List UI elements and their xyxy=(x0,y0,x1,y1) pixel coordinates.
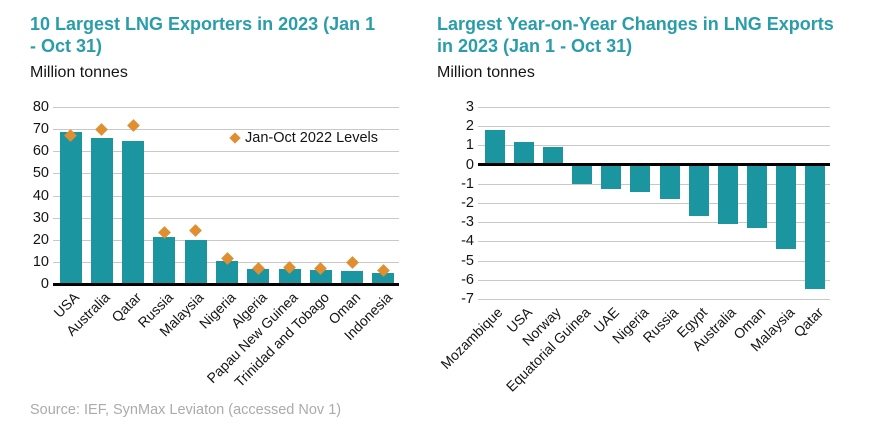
gridline xyxy=(53,129,399,131)
left-plot-area: 0 10 20 30 40 50 60 70 80 USA Australia Qatar Russia… xyxy=(33,99,399,390)
bar-oman xyxy=(747,164,768,228)
gridline xyxy=(478,299,830,300)
x-axis-label-mozambique: Mozambique xyxy=(437,304,506,372)
gridline xyxy=(478,107,830,108)
left-chart-title: 10 Largest LNG Exporters in 2023 (Jan 1 … xyxy=(30,14,376,56)
bar-uae xyxy=(601,164,622,189)
y-tick-label: -4 xyxy=(461,233,474,250)
gridline xyxy=(53,217,399,219)
y-tick-label: 60 xyxy=(32,143,49,160)
bar-qatar xyxy=(805,164,826,290)
y-tick-label: 40 xyxy=(32,187,49,204)
y-tick-label: -7 xyxy=(461,291,474,307)
bar-australia xyxy=(717,164,738,225)
bar-nigeria xyxy=(630,164,651,193)
bar-norway xyxy=(542,147,563,165)
y-tick-label: -1 xyxy=(461,175,474,192)
y-tick-label: 80 xyxy=(32,99,49,115)
right-chart-title: Largest Year-on-Year Changes in LNG Expo… xyxy=(437,14,834,56)
y-tick-label: 0 xyxy=(465,156,474,173)
gridline xyxy=(53,195,399,197)
y-tick-label: 3 xyxy=(465,99,474,115)
x-axis-label-qatar: Qatar xyxy=(790,304,827,341)
y-tick-label: -5 xyxy=(461,252,474,269)
bar-mozambique xyxy=(484,130,505,165)
bar-egypt xyxy=(688,164,709,217)
y-tick-label: 30 xyxy=(32,209,49,226)
bar-malaysia xyxy=(184,239,207,284)
diamond-marker-icon xyxy=(229,132,241,144)
legend: Jan-Oct 2022 Levels xyxy=(229,130,378,146)
gridline xyxy=(53,107,399,108)
y-tick-label: 0 xyxy=(40,276,49,292)
bar-usa xyxy=(513,141,534,165)
bar-oman xyxy=(341,270,364,284)
bar-malaysia xyxy=(776,164,797,250)
gridline xyxy=(478,183,830,185)
bar-equatorial-guinea xyxy=(572,164,593,184)
diamond-marker-oman xyxy=(345,255,359,269)
gridline xyxy=(478,203,830,204)
y-tick-label: -2 xyxy=(461,195,474,211)
y-tick-label: -3 xyxy=(461,214,474,231)
gridline xyxy=(478,126,830,128)
zero-axis-line xyxy=(53,282,399,286)
bar-papau-new-guinea xyxy=(278,268,301,284)
bar-russia xyxy=(659,164,680,200)
zero-axis-line xyxy=(478,163,830,167)
source-note: Source: IEF, SynMax Leviaton (accessed N… xyxy=(30,402,342,418)
gridline xyxy=(478,279,830,281)
bar-indonesia xyxy=(372,272,395,284)
bar-usa xyxy=(59,131,82,284)
y-tick-label: 50 xyxy=(32,165,49,182)
bar-trinidad-and-tobago xyxy=(309,269,332,284)
right-chart-subtitle: Million tonnes xyxy=(437,64,535,81)
diamond-marker-malaysia xyxy=(189,223,203,237)
gridline xyxy=(53,173,399,175)
left-chart-subtitle: Million tonnes xyxy=(30,64,128,81)
bar-australia xyxy=(90,137,113,284)
y-tick-label: 2 xyxy=(465,118,474,135)
gridline xyxy=(478,260,830,262)
right-plot-area: -7 -6 -5 -4 -3 -2 -1 0 1 2 3 Mozambique USA Norway Equ… xyxy=(438,99,830,395)
bar-russia xyxy=(153,236,176,284)
y-tick-label: 20 xyxy=(32,231,49,248)
gridline xyxy=(478,241,830,243)
gridline xyxy=(53,151,399,153)
gridline xyxy=(478,222,830,224)
y-tick-label: 10 xyxy=(32,253,49,270)
gridline xyxy=(478,145,830,147)
y-tick-label: 1 xyxy=(465,137,474,154)
bar-algeria xyxy=(247,268,270,284)
diamond-marker-australia xyxy=(95,122,109,136)
bar-qatar xyxy=(122,141,145,284)
diamond-marker-qatar xyxy=(126,119,140,133)
legend-label: Jan-Oct 2022 Levels xyxy=(245,130,378,146)
gridline xyxy=(53,239,399,241)
y-tick-label: 70 xyxy=(32,121,49,138)
y-tick-label: -6 xyxy=(461,271,474,288)
bar-nigeria xyxy=(216,261,238,284)
